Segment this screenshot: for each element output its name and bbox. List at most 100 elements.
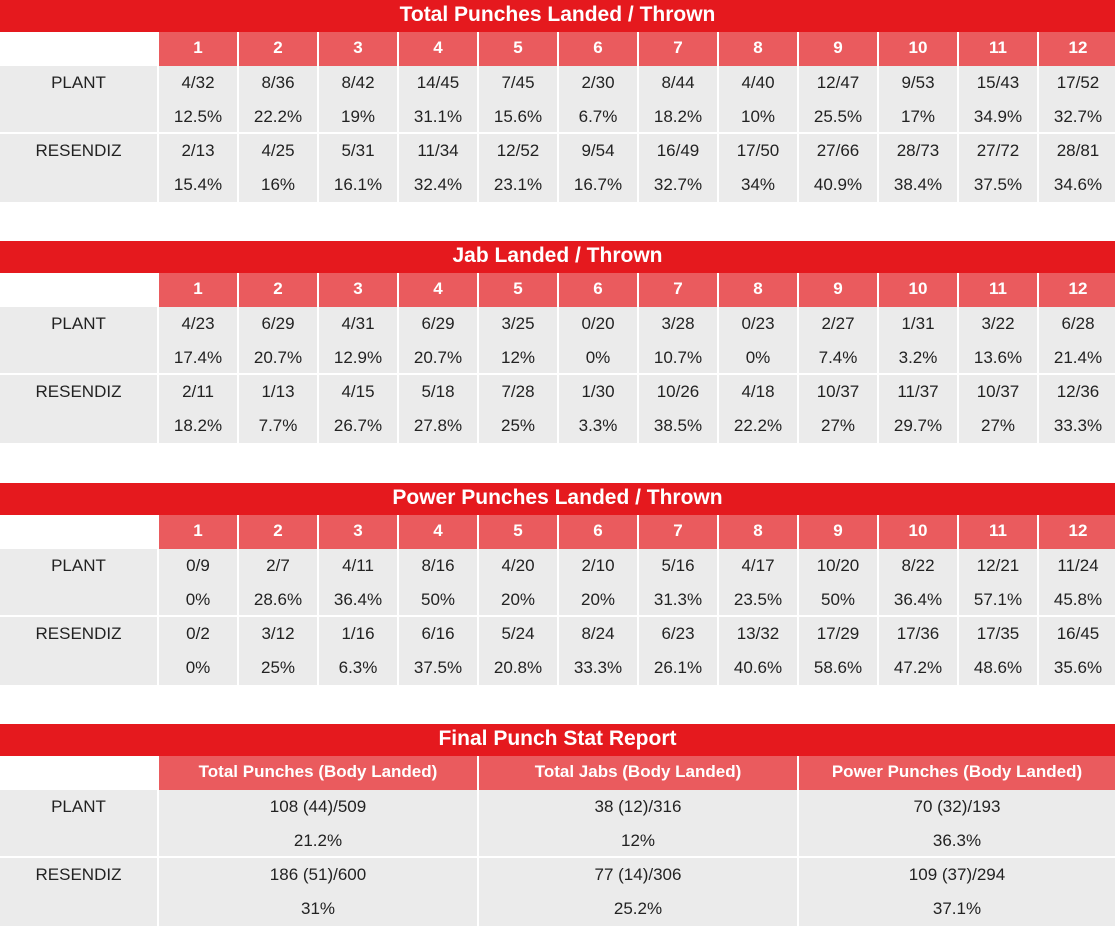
table-title: Total Punches Landed / Thrown [0, 0, 1115, 32]
landed-thrown-cell: 3/25 [477, 307, 557, 341]
summary-percent-cell: 12% [477, 824, 797, 856]
percent-cell: 26.1% [637, 651, 717, 685]
name-spacer [0, 168, 157, 202]
landed-thrown-cell: 1/30 [557, 375, 637, 409]
table-title: Power Punches Landed / Thrown [0, 483, 1115, 515]
name-spacer [0, 651, 157, 685]
percent-cell: 50% [397, 583, 477, 615]
fighter-name: RESENDIZ [35, 382, 122, 401]
fighter-count-row: RESENDIZ 2/13 4/25 5/31 11/34 12/52 9/54 16/49 1… [0, 134, 1115, 168]
percent-cell: 0% [557, 341, 637, 373]
landed-thrown-cell: 17/36 [877, 617, 957, 651]
landed-thrown-cell: 4/15 [317, 375, 397, 409]
landed-thrown-cell: 1/13 [237, 375, 317, 409]
percent-cell: 40.6% [717, 651, 797, 685]
round-header: 7 [637, 273, 717, 307]
fighter-count-row: PLANT 4/32 8/36 8/42 14/45 7/45 2/30 8/44 4/40 12… [0, 66, 1115, 100]
landed-thrown-cell: 4/31 [317, 307, 397, 341]
percent-cell: 34.9% [957, 100, 1037, 132]
landed-thrown-cell: 6/23 [637, 617, 717, 651]
landed-thrown-cell: 17/50 [717, 134, 797, 168]
summary-percent-cell: 31% [157, 892, 477, 926]
landed-thrown-cell: 5/18 [397, 375, 477, 409]
fighter-count-row: RESENDIZ 2/11 1/13 4/15 5/18 7/28 1/30 10/26 4/1… [0, 375, 1115, 409]
percent-cell: 6.7% [557, 100, 637, 132]
percent-cell: 33.3% [1037, 409, 1115, 443]
landed-thrown-cell: 10/37 [957, 375, 1037, 409]
landed-thrown-cell: 16/45 [1037, 617, 1115, 651]
percent-cell: 32.4% [397, 168, 477, 202]
percent-cell: 50% [797, 583, 877, 615]
landed-thrown-cell: 15/43 [957, 66, 1037, 100]
fighter-count-row: PLANT 4/23 6/29 4/31 6/29 3/25 0/20 3/28 0/23 2/2… [0, 307, 1115, 341]
round-header: 9 [797, 515, 877, 549]
percent-cell: 23.1% [477, 168, 557, 202]
round-header: 4 [397, 273, 477, 307]
summary-column-header: Total Jabs (Body Landed) [477, 756, 797, 790]
landed-thrown-cell: 12/52 [477, 134, 557, 168]
name-spacer [0, 341, 157, 373]
landed-thrown-cell: 16/49 [637, 134, 717, 168]
landed-thrown-cell: 3/12 [237, 617, 317, 651]
round-header-row: 1 2 3 4 5 6 7 8 9 10 11 12 [0, 515, 1115, 549]
landed-thrown-cell: 12/47 [797, 66, 877, 100]
fighter-name: PLANT [51, 314, 106, 333]
header-blank [0, 273, 157, 307]
round-header: 2 [237, 32, 317, 66]
percent-cell: 57.1% [957, 583, 1037, 615]
landed-thrown-cell: 14/45 [397, 66, 477, 100]
percent-cell: 33.3% [557, 651, 637, 685]
summary-count-cell: 38 (12)/316 [477, 790, 797, 824]
landed-thrown-cell: 2/27 [797, 307, 877, 341]
fighter-name: RESENDIZ [35, 141, 122, 160]
fighter-count-row: RESENDIZ 186 (51)/600 77 (14)/306 109 (37)/… [0, 858, 1115, 892]
landed-thrown-cell: 12/36 [1037, 375, 1115, 409]
header-blank [0, 756, 157, 790]
summary-header-row: Total Punches (Body Landed) Total Jabs (B… [0, 756, 1115, 790]
landed-thrown-cell: 9/53 [877, 66, 957, 100]
landed-thrown-cell: 9/54 [557, 134, 637, 168]
landed-thrown-cell: 11/34 [397, 134, 477, 168]
landed-thrown-cell: 8/36 [237, 66, 317, 100]
percent-cell: 16.7% [557, 168, 637, 202]
landed-thrown-cell: 4/18 [717, 375, 797, 409]
landed-thrown-cell: 8/42 [317, 66, 397, 100]
summary-column-header: Power Punches (Body Landed) [797, 756, 1115, 790]
landed-thrown-cell: 2/30 [557, 66, 637, 100]
landed-thrown-cell: 27/72 [957, 134, 1037, 168]
percent-cell: 26.7% [317, 409, 397, 443]
percent-cell: 0% [717, 341, 797, 373]
round-header: 11 [957, 32, 1037, 66]
percent-cell: 22.2% [717, 409, 797, 443]
round-header: 8 [717, 515, 797, 549]
name-spacer [0, 824, 157, 856]
percent-cell: 25.5% [797, 100, 877, 132]
percent-cell: 28.6% [237, 583, 317, 615]
landed-thrown-cell: 5/31 [317, 134, 397, 168]
percent-cell: 35.6% [1037, 651, 1115, 685]
round-header: 6 [557, 273, 637, 307]
percent-cell: 12.5% [157, 100, 237, 132]
landed-thrown-cell: 0/20 [557, 307, 637, 341]
name-spacer [0, 409, 157, 443]
summary-percent-cell: 21.2% [157, 824, 477, 856]
table-title: Jab Landed / Thrown [0, 241, 1115, 273]
fighter-percent-row: 0% 25% 6.3% 37.5% 20.8% 33.3% 26.1% 40.6% 58.6% 4… [0, 651, 1115, 685]
percent-cell: 37.5% [397, 651, 477, 685]
landed-thrown-cell: 10/37 [797, 375, 877, 409]
round-header: 4 [397, 32, 477, 66]
round-header: 11 [957, 273, 1037, 307]
percent-cell: 15.4% [157, 168, 237, 202]
summary-count-cell: 186 (51)/600 [157, 858, 477, 892]
percent-cell: 36.4% [317, 583, 397, 615]
landed-thrown-cell: 5/24 [477, 617, 557, 651]
stats-table: Jab Landed / Thrown 1 2 3 4 5 6 7 8 9 10 11 12 PLANT 4… [0, 241, 1115, 443]
percent-cell: 3.2% [877, 341, 957, 373]
summary-percent-cell: 36.3% [797, 824, 1115, 856]
percent-cell: 13.6% [957, 341, 1037, 373]
percent-cell: 12.9% [317, 341, 397, 373]
round-header: 12 [1037, 273, 1115, 307]
percent-cell: 7.4% [797, 341, 877, 373]
percent-cell: 29.7% [877, 409, 957, 443]
round-header: 2 [237, 273, 317, 307]
